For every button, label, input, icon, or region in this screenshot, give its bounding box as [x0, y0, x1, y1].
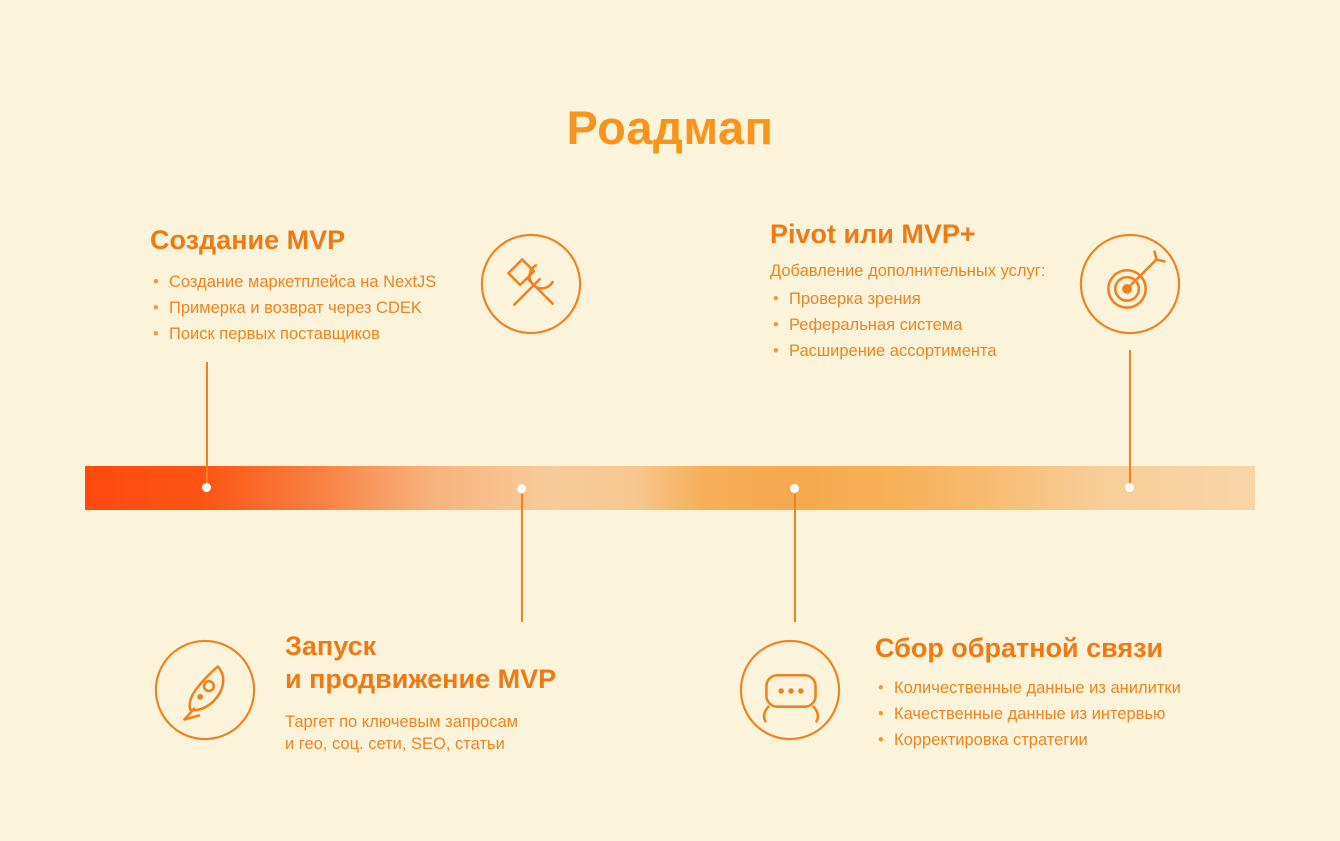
- milestone-launch: Запуск и продвижение MVP Таргет по ключев…: [285, 630, 630, 755]
- milestone-intro: Добавление дополнительных услуг:: [770, 261, 1046, 280]
- bullet-item: Примерка и возврат через CDEK: [150, 298, 490, 319]
- timeline-marker-launch: [517, 484, 526, 493]
- bullet-item: Реферальная система: [770, 315, 1130, 336]
- target-icon: [1079, 233, 1181, 335]
- milestone-title: Запуск и продвижение MVP: [285, 630, 630, 696]
- milestone-description: Таргет по ключевым запросам и гео, соц. с…: [285, 711, 630, 756]
- rocket-icon: [154, 639, 256, 741]
- milestone-bullet-list: Количественные данные из анилитки Качест…: [875, 678, 1235, 751]
- connector-line-pivot: [1129, 350, 1131, 484]
- milestone-title-line: и продвижение MVP: [285, 663, 557, 694]
- page-title: Роадмап: [566, 101, 774, 154]
- description-line: Таргет по ключевым запросам: [285, 712, 518, 731]
- milestone-title: Pivot или MVP+: [770, 219, 976, 249]
- milestone-title: Сбор обратной связи: [875, 633, 1164, 663]
- bullet-item: Поиск первых поставщиков: [150, 324, 490, 345]
- feedback-icon: [739, 639, 841, 741]
- timeline-bar: [85, 466, 1255, 510]
- bullet-item: Создание маркетплейса на NextJS: [150, 272, 490, 293]
- milestone-bullet-list: Проверка зрения Реферальная система Расш…: [770, 289, 1130, 362]
- bullet-item: Расширение ассортимента: [770, 341, 1130, 362]
- milestone-feedback: Сбор обратной связи Количественные данны…: [875, 632, 1235, 756]
- connector-line-create-mvp: [206, 362, 208, 484]
- milestone-title: Создание MVP: [150, 225, 346, 255]
- timeline-marker-create-mvp: [202, 483, 211, 492]
- bullet-item: Проверка зрения: [770, 289, 1130, 310]
- bullet-item: Количественные данные из анилитки: [875, 678, 1235, 699]
- milestone-create-mvp: Создание MVP Создание маркетплейса на Ne…: [150, 224, 490, 350]
- connector-line-feedback: [794, 494, 796, 622]
- description-line: и гео, соц. сети, SEO, статьи: [285, 735, 505, 754]
- bullet-item: Качественные данные из интервью: [875, 704, 1235, 725]
- connector-line-launch: [521, 494, 523, 622]
- milestone-title-line: Запуск: [285, 631, 377, 661]
- milestone-pivot: Pivot или MVP+ Добавление дополнительных…: [770, 218, 1130, 367]
- bullet-item: Корректировка стратегии: [875, 730, 1235, 751]
- milestone-bullet-list: Создание маркетплейса на NextJS Примерка…: [150, 272, 490, 345]
- tools-icon: [480, 233, 582, 335]
- timeline-marker-pivot: [1125, 483, 1134, 492]
- timeline-marker-feedback: [790, 484, 799, 493]
